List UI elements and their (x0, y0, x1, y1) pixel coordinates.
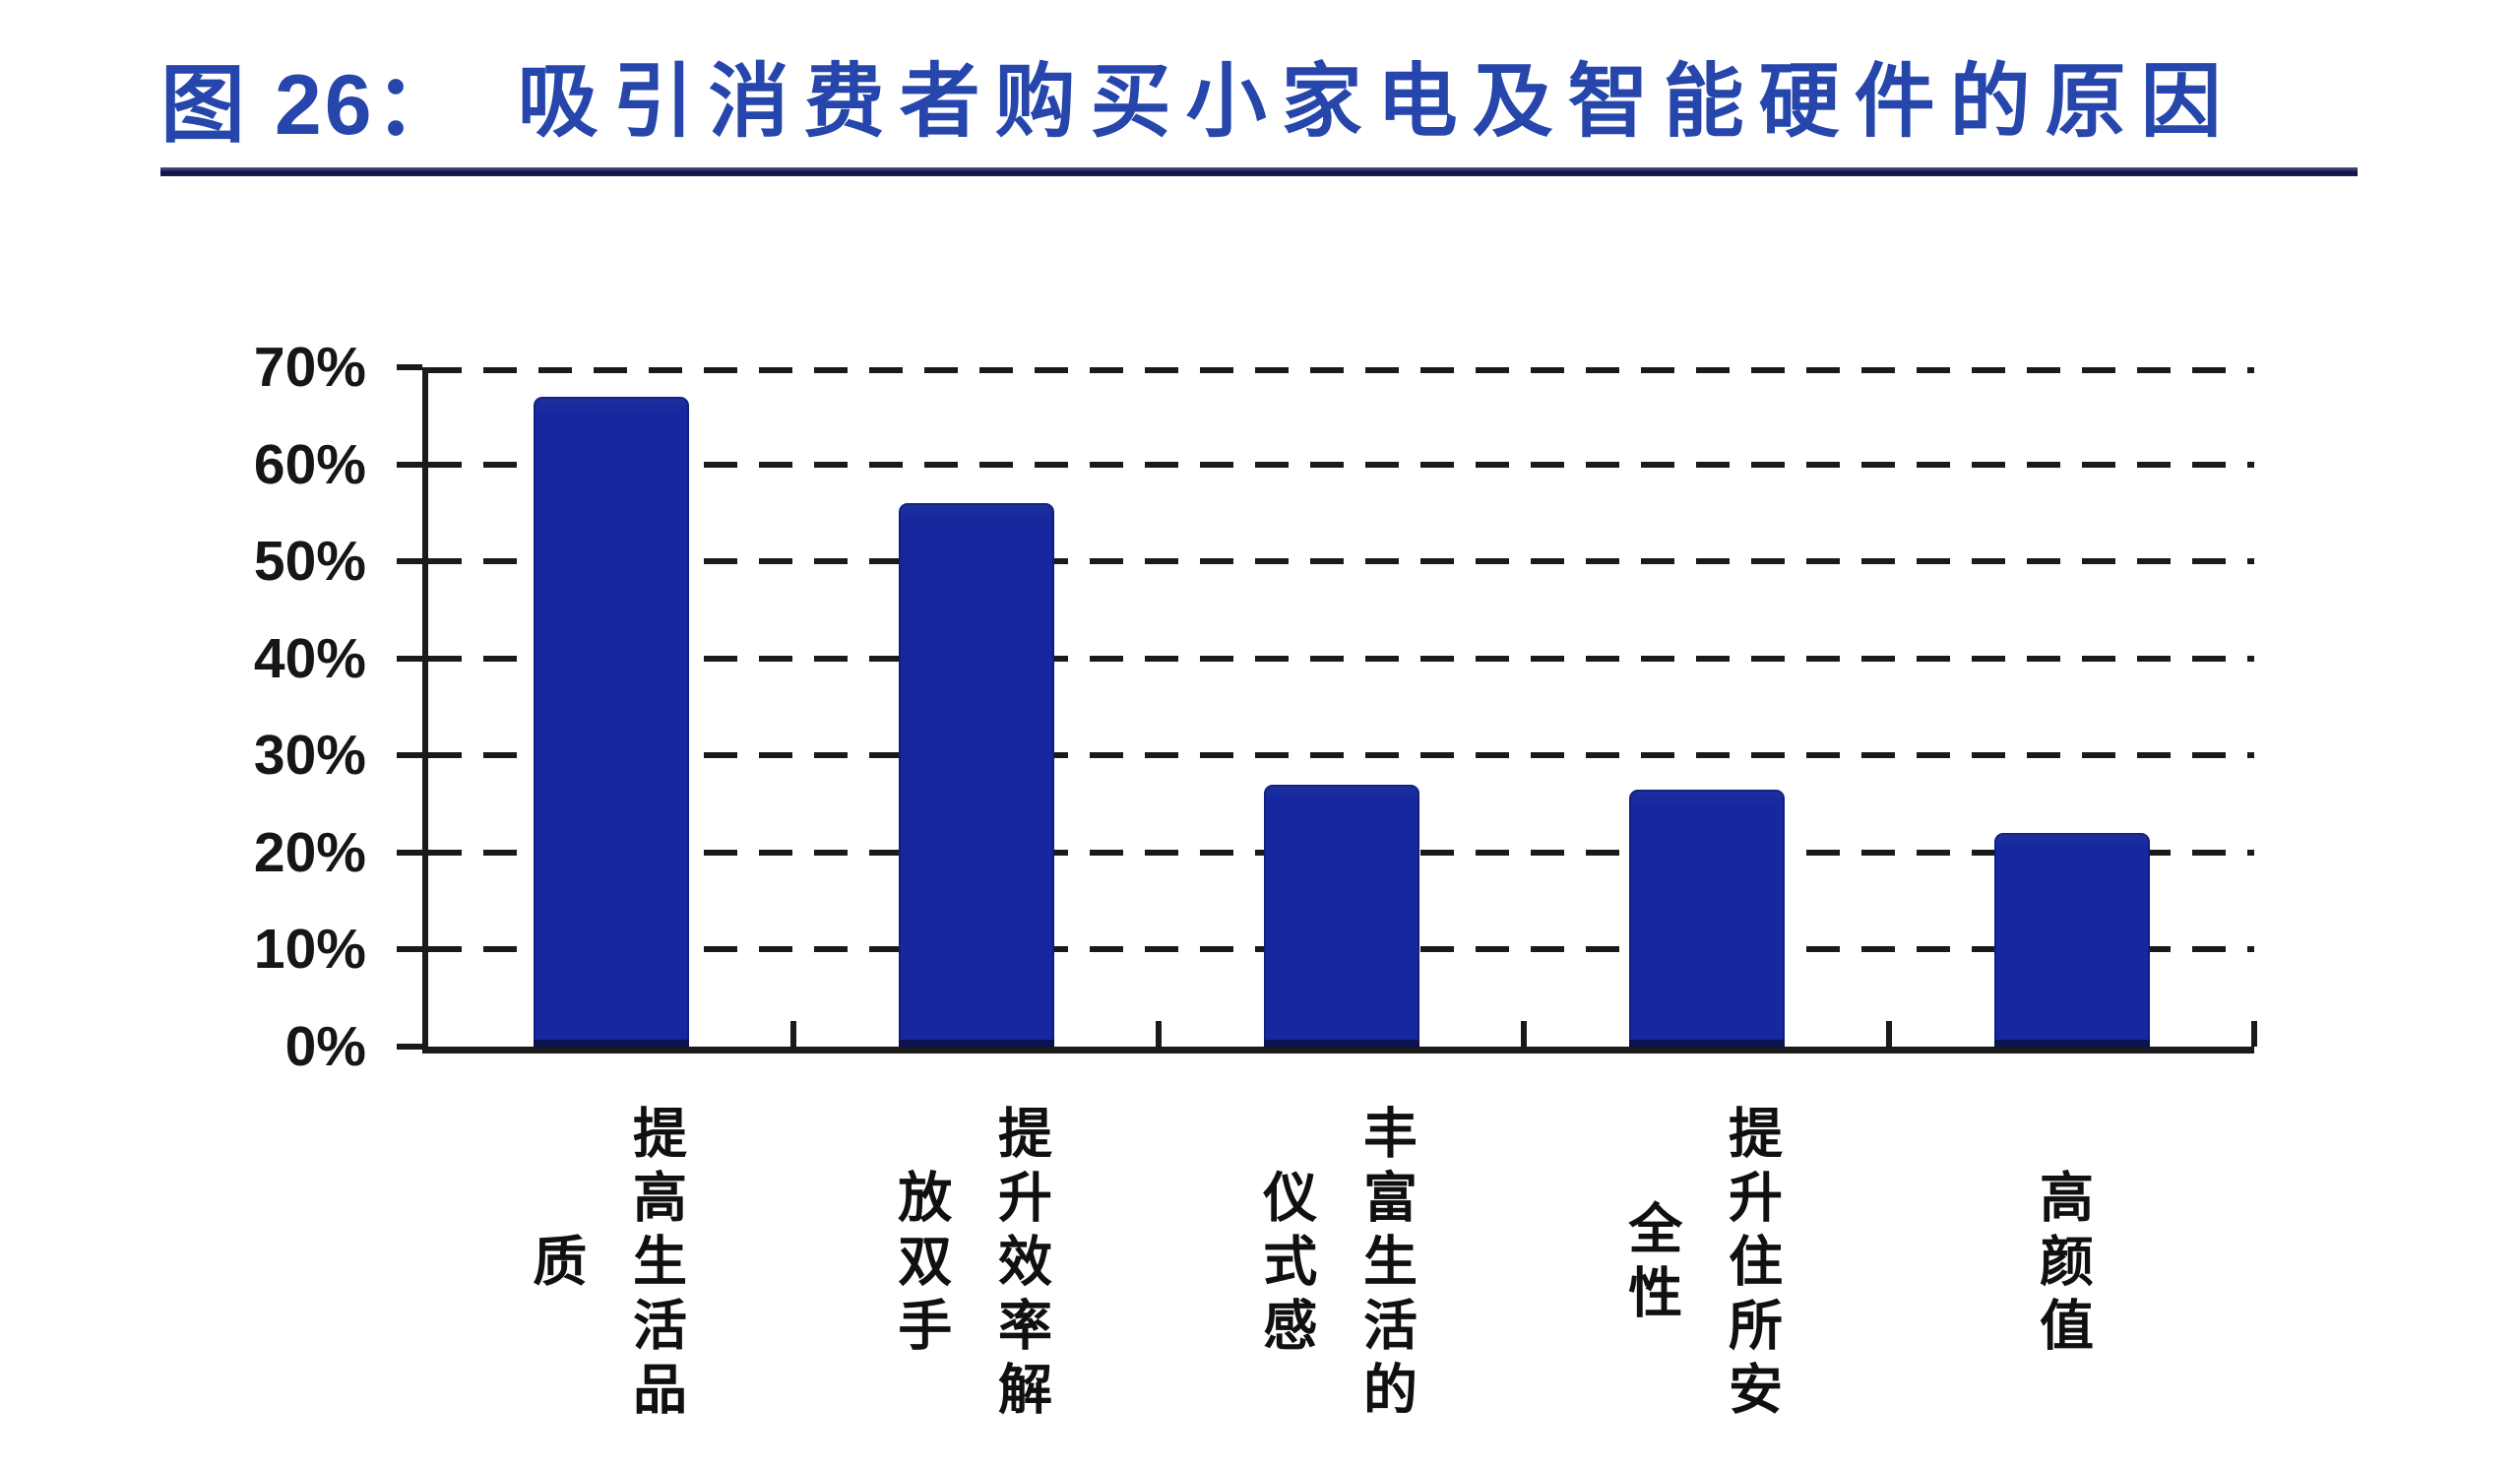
x-axis-tick (790, 1021, 796, 1047)
bar-提升住所安全性 (1628, 789, 1785, 1047)
bar-高颜值 (1993, 833, 2150, 1047)
x-axis-category-label: 提高生活品质 (524, 1104, 686, 1425)
bar-丰富生活的仪式感 (1263, 784, 1419, 1047)
y-axis-tick-label: 0% (284, 1015, 366, 1078)
x-axis-tick (2251, 1021, 2257, 1047)
y-axis-tick (397, 946, 422, 953)
gridline-30% (428, 752, 2254, 759)
x-axis-category-label: 提升住所安全性 (1619, 1104, 1782, 1425)
y-axis-tick-label: 20% (253, 820, 366, 884)
y-axis-tick-label: 40% (253, 626, 366, 690)
figure-title-text: 吸引消费者购买小家电及智能硬件的原因 (517, 57, 2236, 147)
x-axis-category-label: 提升效率解放双手 (889, 1104, 1051, 1425)
figure-title: 图 26： 吸引消费者购买小家电及智能硬件的原因 (160, 35, 2236, 159)
y-axis-tick (397, 849, 422, 856)
figure-number-label: 图 26： (160, 58, 463, 153)
y-axis-tick-label: 10% (253, 918, 366, 982)
gridline-70% (428, 367, 2254, 373)
x-axis-tick (1886, 1021, 1892, 1047)
y-axis-tick-label: 50% (253, 530, 366, 594)
x-axis-tick (1156, 1021, 1162, 1047)
title-underline-rule (160, 167, 2358, 176)
x-axis-category-label: 高颜值 (2031, 1168, 2093, 1361)
y-axis-tick (397, 558, 422, 565)
gridline-60% (428, 461, 2254, 468)
x-axis-category-label: 丰富生活的仪式感 (1254, 1104, 1417, 1425)
bar-提升效率解放双手 (898, 503, 1054, 1047)
y-axis-tick-label: 70% (253, 336, 366, 399)
y-axis-tick (397, 752, 422, 759)
y-axis-tick (397, 1044, 422, 1050)
bar-提高生活品质 (533, 396, 689, 1047)
y-axis-tick-label: 60% (253, 432, 366, 496)
gridline-50% (428, 558, 2254, 565)
y-axis-tick-label: 30% (253, 724, 366, 788)
y-axis-tick (397, 655, 422, 662)
bar-chart-plot-area (422, 367, 2257, 1054)
gridline-40% (428, 655, 2254, 662)
x-axis-tick (1521, 1021, 1527, 1047)
y-axis-tick (397, 364, 422, 370)
y-axis-tick (397, 461, 422, 468)
